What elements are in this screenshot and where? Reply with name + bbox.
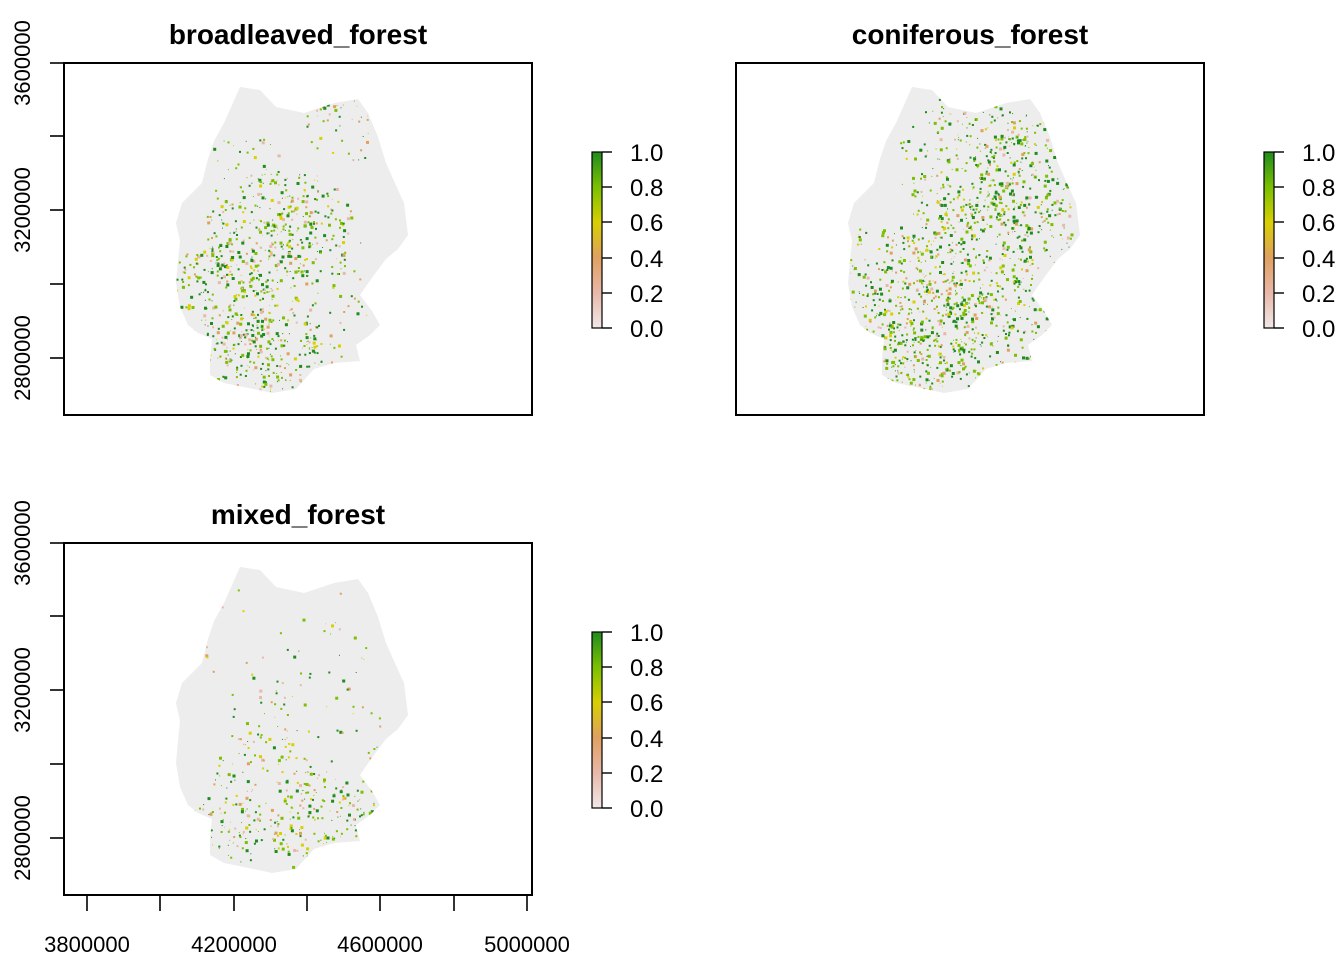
- legend-label: 0.4: [630, 726, 663, 753]
- x-tick-label-4200000: 4200000: [191, 932, 277, 957]
- x-tick-label-4600000: 4600000: [337, 932, 423, 957]
- y-tick-label-3600000: 3600000: [10, 500, 35, 586]
- germany-land-broadleaved: [176, 87, 408, 393]
- map-broadleaved: [176, 87, 408, 393]
- map-mixed: [176, 567, 408, 873]
- legend-label: 0.6: [630, 210, 663, 237]
- y-tick-label-3200000: 3200000: [10, 167, 35, 253]
- legend-broadleaved: 1.0 0.8 0.6 0.4 0.2 0.0: [591, 140, 663, 343]
- legend-label: 1.0: [630, 140, 663, 167]
- y-tick-label-2800000: 2800000: [10, 315, 35, 401]
- panel-title-broadleaved: broadleaved_forest: [169, 19, 427, 50]
- y-tick-label-3600000: 3600000: [10, 20, 35, 106]
- panel-title-coniferous: coniferous_forest: [852, 19, 1089, 50]
- map-coniferous: [848, 87, 1080, 393]
- legend-colorbar: [1263, 151, 1275, 329]
- legend-coniferous: 1.0 0.8 0.6 0.4 0.2 0.0: [1263, 140, 1335, 343]
- legend-label: 0.2: [630, 761, 663, 788]
- legend-colorbar: [591, 631, 603, 809]
- panel-coniferous: coniferous_forest 1.0 0.8 0.6 0.4 0.2 0.…: [735, 19, 1335, 416]
- y-axis-mixed: 2800000 3200000 3600000: [10, 500, 65, 881]
- legend-label: 0.0: [1302, 316, 1335, 343]
- legend-label: 0.2: [630, 281, 663, 308]
- panel-title-mixed: mixed_forest: [211, 499, 385, 530]
- legend-label: 0.6: [1302, 210, 1335, 237]
- legend-label: 0.0: [630, 316, 663, 343]
- legend-label: 1.0: [1302, 140, 1335, 167]
- y-tick-label-2800000: 2800000: [10, 795, 35, 881]
- legend-label: 0.8: [630, 175, 663, 202]
- legend-label: 0.4: [1302, 246, 1335, 273]
- germany-land-mixed: [176, 567, 408, 873]
- legend-colorbar: [591, 151, 603, 329]
- legend-label: 0.8: [1302, 175, 1335, 202]
- legend-label: 0.4: [630, 246, 663, 273]
- y-tick-label-3200000: 3200000: [10, 647, 35, 733]
- legend-label: 0.6: [630, 690, 663, 717]
- legend-label: 0.8: [630, 655, 663, 682]
- legend-mixed: 1.0 0.8 0.6 0.4 0.2 0.0: [591, 620, 663, 823]
- panel-mixed: mixed_forest 2800000 3200000 3600000: [10, 499, 663, 957]
- y-axis-broadleaved: 2800000 3200000 3600000: [10, 20, 65, 401]
- forest-raster-broadleaved: [176, 89, 374, 393]
- germany-land-coniferous: [848, 87, 1080, 393]
- x-axis-mixed: 3800000 4200000 4600000 5000000: [44, 894, 570, 957]
- legend-label: 0.2: [1302, 281, 1335, 308]
- legend-label: 0.0: [630, 796, 663, 823]
- legend-label: 1.0: [630, 620, 663, 647]
- map-frame-coniferous: [735, 62, 1205, 416]
- x-tick-label-5000000: 5000000: [484, 932, 570, 957]
- panel-broadleaved: broadleaved_forest 2800000 3200000 36000…: [10, 19, 663, 416]
- x-tick-label-3800000: 3800000: [44, 932, 130, 957]
